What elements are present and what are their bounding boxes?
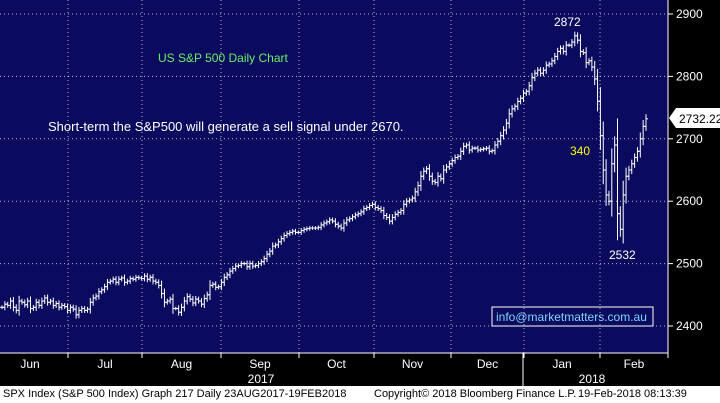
x-tick-label: Jun (20, 357, 39, 371)
footer-security: SPX Index (S&P 500 Index) Graph 217 Dail… (3, 388, 347, 400)
year-label: 2018 (579, 372, 606, 386)
x-tick-label: Sep (249, 357, 271, 371)
y-tick-label: 2500 (676, 257, 703, 271)
footer-bar: SPX Index (S&P 500 Index) Graph 217 Dail… (0, 386, 720, 403)
x-tick-label: Jul (97, 357, 112, 371)
high-label: 2872 (554, 15, 581, 29)
y-tick-label: 2400 (676, 319, 703, 333)
y-tick-label: 2900 (676, 7, 703, 21)
footer-timestamp: 19-Feb-2018 08:13:39 (578, 388, 687, 400)
website-link[interactable]: info@marketmatters.com.au (496, 310, 647, 324)
sell-signal-note: Short-term the S&P500 will generate a se… (48, 119, 404, 134)
x-tick-label: Oct (327, 357, 346, 371)
low-label: 2532 (609, 248, 636, 262)
y-tick-label: 2600 (676, 194, 703, 208)
year-label: 2017 (248, 372, 275, 386)
x-tick-label: Aug (171, 357, 192, 371)
last-price-label: 2732.22 (679, 112, 720, 126)
sp500-daily-chart: 2400 2500 2600 2700 2800 2900 Jun Jul Aug Sep Oct… (0, 0, 720, 386)
x-tick-label: Feb (624, 357, 645, 371)
x-axis: Jun Jul Aug Sep Oct Nov Dec Jan Feb 2017 2018 (20, 353, 669, 386)
range-label: 340 (570, 144, 590, 158)
y-tick-label: 2800 (676, 69, 703, 83)
x-tick-label: Jan (552, 357, 571, 371)
last-price-marker: 2732.22 (669, 108, 720, 128)
plot-area (0, 0, 668, 353)
x-tick-label: Dec (477, 357, 498, 371)
x-tick-label: Nov (402, 357, 423, 371)
price-bars (0, 31, 648, 319)
chart-title: US S&P 500 Daily Chart (158, 51, 289, 65)
y-axis: 2400 2500 2600 2700 2800 2900 (668, 7, 703, 333)
price-bar (644, 114, 648, 131)
footer-copyright: Copyright© 2018 Bloomberg Finance L.P. (374, 388, 577, 400)
website-box (491, 306, 654, 327)
y-tick-label: 2700 (676, 132, 703, 146)
